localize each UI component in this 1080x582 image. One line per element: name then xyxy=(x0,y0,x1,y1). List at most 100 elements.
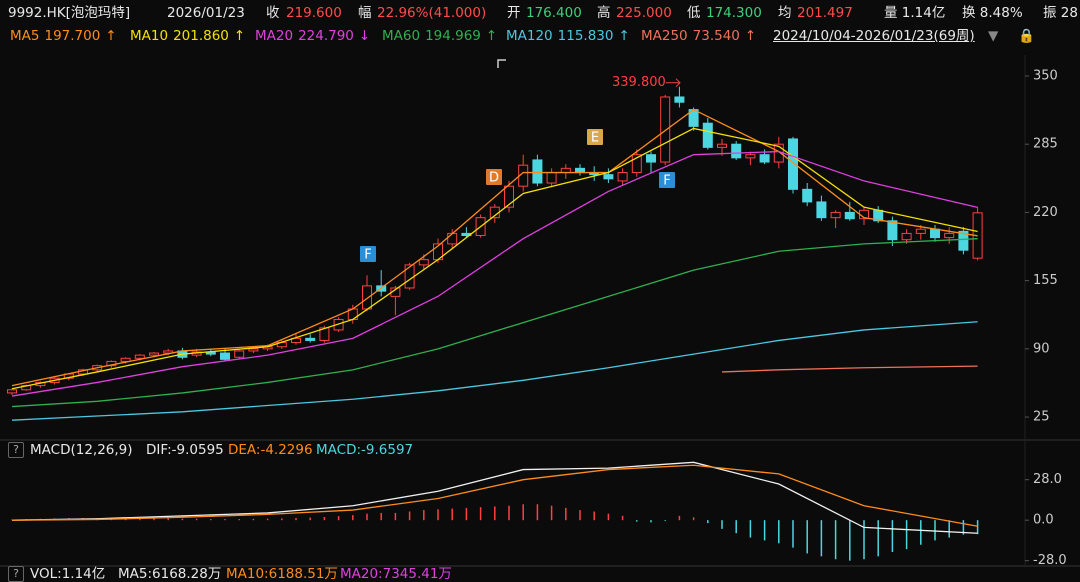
help-icon[interactable]: ? xyxy=(8,566,24,582)
amplitude: 振 28 xyxy=(1043,5,1078,21)
candle-body xyxy=(717,143,727,148)
candle-body xyxy=(702,122,713,148)
y-tick-label: 285 xyxy=(1033,137,1058,152)
legend-legend-value: 197.700 xyxy=(44,28,101,44)
marker-label: F xyxy=(364,248,371,263)
candle-body xyxy=(291,337,301,344)
candle-body xyxy=(617,172,628,182)
candle-body xyxy=(930,228,940,239)
candle-body xyxy=(305,337,316,341)
value: 174.300 xyxy=(706,5,762,21)
help-icon[interactable]: ? xyxy=(8,442,24,458)
candle-body xyxy=(362,285,372,310)
label: 均 xyxy=(778,5,792,21)
candle-body xyxy=(220,352,230,360)
ma-line xyxy=(11,321,978,421)
marker-label: F xyxy=(663,174,670,189)
candle-body xyxy=(418,259,429,266)
marker-label: D xyxy=(489,171,499,186)
candle-body xyxy=(603,174,614,180)
marker-box xyxy=(486,169,502,185)
candle-body xyxy=(404,264,415,289)
y-tick-label: 155 xyxy=(1033,273,1058,288)
vol-ma20: MA20:7345.41万 xyxy=(340,566,452,582)
ma-line xyxy=(721,365,978,373)
legend-arrow: ↑ xyxy=(618,28,630,44)
candle-body xyxy=(745,154,756,159)
vol-ma5: MA5:6168.28万 xyxy=(118,566,222,582)
legend-legend-value: 224.790 xyxy=(298,28,354,44)
candle-body xyxy=(759,154,770,163)
legend-arrow: ↑ xyxy=(105,28,117,44)
peak-label: 339.800 xyxy=(612,75,666,90)
corner-mark xyxy=(497,59,506,68)
dea-line xyxy=(11,464,978,527)
marker-box xyxy=(587,129,603,145)
candle-body xyxy=(7,389,17,394)
volume: 量 1.14亿 xyxy=(884,5,946,21)
y-tick-label: 28.0 xyxy=(1033,472,1062,487)
candle-body xyxy=(532,159,543,184)
dif-label: DIF:-9.0595 xyxy=(146,442,224,458)
candle-body xyxy=(149,352,159,356)
dif-line xyxy=(11,461,978,534)
marker-box xyxy=(659,172,675,188)
candle-body xyxy=(788,138,798,190)
y-tick-label: 90 xyxy=(1033,341,1050,356)
candle-body xyxy=(887,220,898,241)
label: 开 xyxy=(507,5,521,21)
candle-body xyxy=(901,232,912,241)
legend-name: MA20 xyxy=(255,28,294,44)
legend-name: MA10 xyxy=(130,28,169,44)
legend-legend-value: 201.860 xyxy=(173,28,229,44)
label: 幅 xyxy=(358,5,372,21)
legend-name: MA5 xyxy=(10,28,40,44)
ma-line xyxy=(11,108,978,387)
marker-box xyxy=(360,246,376,262)
y-tick-label: 25 xyxy=(1033,410,1050,425)
lock-icon[interactable]: 🔒 xyxy=(1018,28,1035,44)
label: 收 xyxy=(266,5,280,21)
candle-body xyxy=(674,96,685,103)
label: 高 xyxy=(597,5,611,21)
candle-body xyxy=(915,228,926,234)
candle-body xyxy=(234,350,245,358)
date-range[interactable]: 2024/10/04-2026/01/23(69周) xyxy=(773,28,975,44)
y-tick-label: 0.0 xyxy=(1033,513,1054,528)
candle-body xyxy=(660,96,671,163)
legend-item: MA20 224.790 ↓ xyxy=(255,28,370,44)
candle-body xyxy=(163,350,174,354)
label: 低 xyxy=(687,5,701,21)
legend-legend-value: 194.969 xyxy=(425,28,481,44)
dropdown-icon[interactable]: ▼ xyxy=(988,28,999,44)
legend-arrow: ↓ xyxy=(358,28,371,44)
candle-body xyxy=(134,354,145,359)
candle-body xyxy=(631,154,642,174)
legend-item: MA5 197.700 ↑ xyxy=(10,28,117,44)
candle-body xyxy=(319,327,330,341)
candle-body xyxy=(802,188,813,203)
value: 225.000 xyxy=(616,5,672,21)
ma-line xyxy=(11,150,978,397)
ma-line xyxy=(11,238,978,408)
vol-label: VOL:1.14亿 xyxy=(30,566,106,582)
candle-body xyxy=(816,201,827,219)
candle-body xyxy=(944,232,955,239)
legend-legend-value: 115.830 xyxy=(557,28,614,44)
macd-label: MACD:-9.6597 xyxy=(316,442,414,458)
legend-legend-value: 73.540 xyxy=(692,28,740,44)
dea-label: DEA:-4.2296 xyxy=(228,442,313,458)
legend-arrow: ↑ xyxy=(233,28,246,44)
legend-item: MA10 201.860 ↑ xyxy=(130,28,245,44)
candle-body xyxy=(120,357,131,362)
y-tick-label: 350 xyxy=(1033,68,1058,83)
candle-body xyxy=(844,211,855,220)
candle-body xyxy=(731,143,742,159)
marker-label: E xyxy=(591,131,599,146)
legend-name: MA120 xyxy=(506,28,553,44)
candle-body xyxy=(646,154,656,163)
y-tick-label: -28.0 xyxy=(1033,553,1067,568)
value: 201.497 xyxy=(797,5,853,21)
